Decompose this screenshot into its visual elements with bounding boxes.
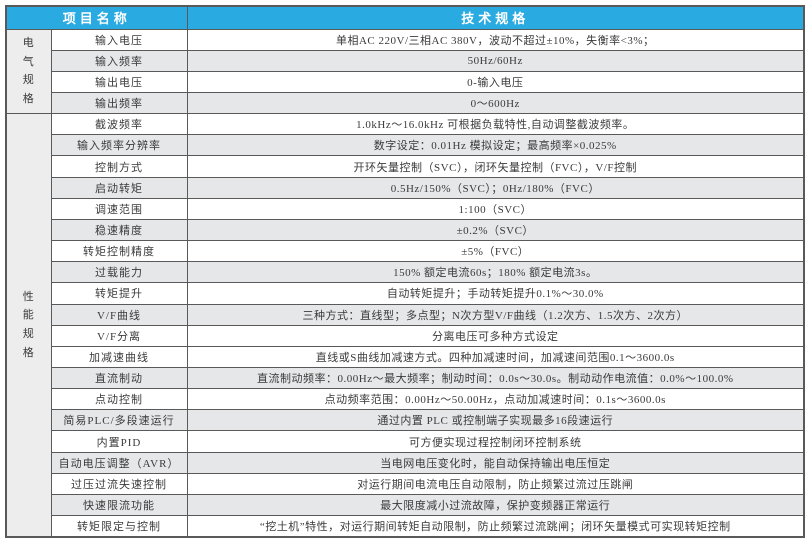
table-row: 过载能力 150% 额定电流60s；180% 额定电流3s。 bbox=[6, 261, 805, 284]
table-row: 简易PLC/多段速运行 通过内置 PLC 或控制端子实现最多16段速运行 bbox=[6, 409, 805, 432]
item-label-cell: 点动控制 bbox=[50, 388, 188, 411]
table-row: 快速限流功能 最大限度减小过流故障，保护变频器正常运行 bbox=[6, 493, 805, 517]
spec-value-cell: 0-输入电压 bbox=[186, 70, 805, 93]
table-row: 电气规格 输入电压 单相AC 220V/三相AC 380V，波动不超过±10%，失衡… bbox=[5, 28, 805, 115]
spec-value-cell: “挖土机”特性，对运行期间转矩自动限制，防止频繁过流跳闸；闭环矢量模式可实现转矩… bbox=[186, 515, 805, 538]
spec-value-cell: 对运行期间电流电压自动限制，防止频繁过流过压跳闸 bbox=[186, 472, 805, 495]
table-row: 性能规格 截波频率 1.0kHz～16.0kHz 可根据负载特性,自动调整截波频率。 bbox=[5, 113, 805, 538]
item-label-cell: 调速范围 bbox=[50, 197, 188, 220]
item-label-cell: 输入频率 bbox=[50, 49, 188, 72]
table-row: 输出电压 0-输入电压 bbox=[6, 70, 805, 93]
spec-value-cell: 最大限度减小过流故障，保护变频器正常运行 bbox=[186, 493, 805, 517]
group-label-cell: 性能规格 bbox=[5, 113, 52, 538]
table-row: 稳速精度 ±0.2%（SVC） bbox=[6, 218, 805, 242]
spec-value-cell: 数字设定：0.01Hz 模拟设定；最高频率×0.025% bbox=[186, 134, 805, 157]
spec-value-cell: 1:100（SVC） bbox=[186, 197, 805, 220]
item-label-cell: 控制方式 bbox=[50, 155, 188, 178]
spec-value-cell: 0～600Hz bbox=[186, 91, 805, 115]
item-label-cell: 启动转矩 bbox=[50, 176, 188, 199]
item-label-cell: V/F分离 bbox=[50, 324, 188, 347]
spec-value-cell: 当电网电压变化时，能自动保持输出电压恒定 bbox=[186, 451, 805, 474]
item-label-cell: 过载能力 bbox=[50, 261, 188, 284]
table-row: 启动转矩 0.5Hz/150%（SVC）；0Hz/180%（FVC） bbox=[6, 176, 805, 199]
spec-table-body: 电气规格 输入电压 单相AC 220V/三相AC 380V，波动不超过±10%，失衡… bbox=[5, 28, 805, 538]
spec-value-cell: 直线或S曲线加减速方式。四种加减速时间，加减速间范围0.1～3600.0s bbox=[186, 345, 805, 369]
table-row: 直流制动 直流制动频率：0.00Hz～最大频率；制动时间：0.0s～30.0s。制… bbox=[6, 366, 805, 390]
item-label-cell: 转矩限定与控制 bbox=[50, 515, 188, 538]
table-row: 转矩提升 自动转矩提升；手动转矩提升0.1%～30.0% bbox=[6, 282, 805, 305]
item-label-cell: 输入电压 bbox=[50, 28, 188, 51]
table-row: 过压过流失速控制 对运行期间电流电压自动限制，防止频繁过流过压跳闸 bbox=[6, 472, 805, 495]
column-header-item: 项目名称 bbox=[5, 5, 188, 30]
table-row: 输入频率 50Hz/60Hz bbox=[6, 49, 805, 72]
spec-value-cell: 单相AC 220V/三相AC 380V，波动不超过±10%，失衡率<3%； bbox=[186, 28, 805, 51]
spec-value-cell: ±0.2%（SVC） bbox=[186, 218, 805, 242]
item-label-cell: 简易PLC/多段速运行 bbox=[50, 409, 188, 432]
item-label-cell: 输出频率 bbox=[50, 91, 188, 115]
spec-value-cell: 开环矢量控制（SVC），闭环矢量控制（FVC），V/F控制 bbox=[186, 155, 805, 178]
item-label-cell: 转矩提升 bbox=[50, 282, 188, 305]
table-row: V/F分离 分离电压可多种方式设定 bbox=[6, 324, 805, 347]
spec-value-cell: ±5%（FVC） bbox=[186, 240, 805, 263]
table-row: 加减速曲线 直线或S曲线加减速方式。四种加减速时间，加减速间范围0.1～3600.… bbox=[6, 345, 805, 369]
table-row: 输入频率分辨率 数字设定：0.01Hz 模拟设定；最高频率×0.025% bbox=[6, 134, 805, 157]
header-row: 项目名称 技术规格 bbox=[5, 5, 805, 30]
spec-value-cell: 自动转矩提升；手动转矩提升0.1%～30.0% bbox=[186, 282, 805, 305]
spec-value-cell: 50Hz/60Hz bbox=[186, 49, 805, 72]
group-label-cell: 电气规格 bbox=[5, 28, 52, 115]
table-row: 自动电压调整（AVR） 当电网电压变化时，能自动保持输出电压恒定 bbox=[6, 451, 805, 474]
item-label-cell: 快速限流功能 bbox=[50, 493, 188, 517]
item-label-cell: 转矩控制精度 bbox=[50, 240, 188, 263]
spec-table-wrap: 项目名称 技术规格 电气规格 输入电压 单相AC 220V/三相AC 380V，波动… bbox=[5, 5, 805, 538]
item-label-cell: 截波频率 bbox=[50, 113, 188, 136]
table-row: V/F曲线 三种方式：直线型；多点型；N次方型V/F曲线（1.2次方、1.5次方、… bbox=[6, 303, 805, 326]
table-row: 转矩限定与控制 “挖土机”特性，对运行期间转矩自动限制，防止频繁过流跳闸；闭环矢量… bbox=[6, 515, 805, 538]
table-row: 输出频率 0～600Hz bbox=[6, 91, 805, 115]
spec-value-cell: 150% 额定电流60s；180% 额定电流3s。 bbox=[186, 261, 805, 284]
item-label-cell: 稳速精度 bbox=[50, 218, 188, 242]
item-label-cell: 内置PID bbox=[50, 430, 188, 453]
spec-value-cell: 0.5Hz/150%（SVC）；0Hz/180%（FVC） bbox=[186, 176, 805, 199]
column-header-spec: 技术规格 bbox=[186, 5, 805, 30]
table-row: 转矩控制精度 ±5%（FVC） bbox=[6, 240, 805, 263]
spec-value-cell: 点动频率范围：0.00Hz～50.00Hz，点动加减速时间：0.1s～3600.… bbox=[186, 388, 805, 411]
item-label-cell: 直流制动 bbox=[50, 366, 188, 390]
item-label-cell: V/F曲线 bbox=[50, 303, 188, 326]
item-label-cell: 加减速曲线 bbox=[50, 345, 188, 369]
item-label-cell: 自动电压调整（AVR） bbox=[50, 451, 188, 474]
spec-value-cell: 直流制动频率：0.00Hz～最大频率；制动时间：0.0s～30.0s。制动动作电… bbox=[186, 366, 805, 390]
spec-value-cell: 通过内置 PLC 或控制端子实现最多16段速运行 bbox=[186, 409, 805, 432]
item-label-cell: 过压过流失速控制 bbox=[50, 472, 188, 495]
table-row: 控制方式 开环矢量控制（SVC），闭环矢量控制（FVC），V/F控制 bbox=[6, 155, 805, 178]
spec-table: 项目名称 技术规格 电气规格 输入电压 单相AC 220V/三相AC 380V，波动… bbox=[5, 5, 805, 538]
spec-value-cell: 三种方式：直线型；多点型；N次方型V/F曲线（1.2次方、1.5次方、2次方） bbox=[186, 303, 805, 326]
spec-value-cell: 分离电压可多种方式设定 bbox=[186, 324, 805, 347]
spec-value-cell: 1.0kHz～16.0kHz 可根据负载特性,自动调整截波频率。 bbox=[186, 113, 805, 136]
item-label-cell: 输出电压 bbox=[50, 70, 188, 93]
table-row: 调速范围 1:100（SVC） bbox=[6, 197, 805, 220]
table-row: 内置PID 可方便实现过程控制闭环控制系统 bbox=[6, 430, 805, 453]
item-label-cell: 输入频率分辨率 bbox=[50, 134, 188, 157]
spec-value-cell: 可方便实现过程控制闭环控制系统 bbox=[186, 430, 805, 453]
table-row: 点动控制 点动频率范围：0.00Hz～50.00Hz，点动加减速时间：0.1s～3… bbox=[6, 388, 805, 411]
